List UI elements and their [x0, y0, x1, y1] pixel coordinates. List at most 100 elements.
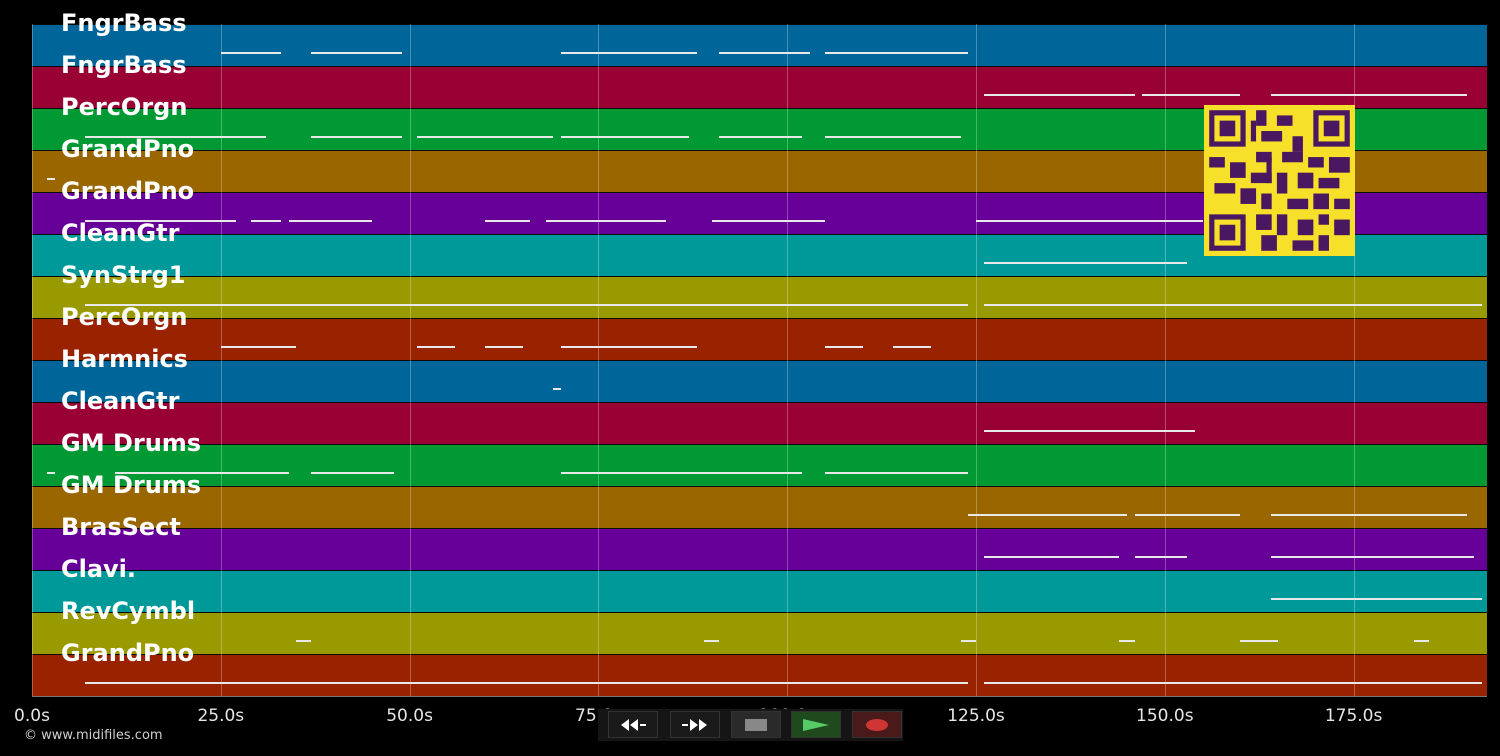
track-lane[interactable]: [32, 24, 1487, 66]
track-lane[interactable]: [32, 276, 1487, 318]
track-label: GrandPno: [61, 135, 195, 163]
note-segment: [296, 640, 312, 642]
track-label: BrasSect: [61, 513, 181, 541]
track-label: Clavi.: [61, 555, 137, 583]
track-lane[interactable]: [32, 570, 1487, 612]
play-icon: [803, 718, 829, 731]
note-segment: [1142, 94, 1241, 96]
note-segment: [968, 514, 984, 516]
note-segment: [417, 136, 554, 138]
copyright-text: © www.midifiles.com: [24, 728, 163, 743]
record-icon: [866, 718, 888, 731]
track-label: GM Drums: [61, 429, 202, 457]
note-segment: [485, 220, 531, 222]
note-segment: [47, 472, 55, 474]
play-button[interactable]: [791, 711, 841, 738]
note-segment: [84, 304, 969, 306]
note-segment: [251, 220, 282, 222]
note-segment: [485, 346, 523, 348]
note-segment: [1134, 556, 1188, 558]
stop-icon: [745, 718, 767, 731]
track-lane[interactable]: [32, 444, 1487, 486]
fast-forward-icon: [682, 718, 707, 731]
note-segment: [824, 472, 969, 474]
track-lane[interactable]: [32, 402, 1487, 444]
track-lane[interactable]: [32, 612, 1487, 654]
note-segment: [1134, 514, 1241, 516]
time-tick-label: 175.0s: [1324, 706, 1383, 726]
note-segment: [983, 262, 1188, 264]
note-segment: [553, 388, 561, 390]
note-segment: [983, 430, 1195, 432]
note-segment: [560, 136, 689, 138]
note-segment: [704, 640, 720, 642]
time-tick-label: 150.0s: [1136, 706, 1194, 726]
gridline: [1353, 24, 1355, 696]
track-lane[interactable]: [32, 360, 1487, 402]
note-segment: [115, 472, 289, 474]
rewind-icon: [621, 718, 646, 731]
note-segment: [560, 52, 697, 54]
note-segment: [824, 52, 969, 54]
gridline: [220, 24, 222, 696]
track-label: CleanGtr: [61, 219, 180, 247]
note-segment: [711, 220, 825, 222]
note-segment: [84, 682, 969, 684]
note-segment: [417, 346, 455, 348]
gridline: [976, 24, 977, 696]
time-tick-label: 125.0s: [947, 706, 1005, 726]
note-segment: [983, 556, 1120, 558]
note-segment: [220, 52, 282, 54]
note-segment: [1414, 640, 1430, 642]
track-label: FngrBass: [61, 9, 187, 37]
track-lane[interactable]: [32, 528, 1487, 570]
track-lane[interactable]: [32, 654, 1487, 696]
track-label: SynStrg1: [61, 261, 186, 289]
track-lane[interactable]: [32, 486, 1487, 528]
track-label: FngrBass: [61, 51, 187, 79]
note-segment: [1240, 640, 1279, 642]
note-segment: [560, 346, 697, 348]
track-label: RevCymbl: [61, 597, 196, 625]
time-tick-label: 0.0s: [14, 706, 50, 726]
track-label: PercOrgn: [61, 303, 188, 331]
note-segment: [220, 346, 297, 348]
track-label: GM Drums: [61, 471, 202, 499]
track-label: CleanGtr: [61, 387, 180, 415]
note-segment: [983, 682, 1482, 684]
note-segment: [719, 136, 803, 138]
track-label: GrandPno: [61, 177, 195, 205]
qr-code-image: [1204, 105, 1355, 256]
note-segment: [311, 52, 403, 54]
note-segment: [47, 178, 55, 180]
track-label: PercOrgn: [61, 93, 188, 121]
time-tick-label: 25.0s: [197, 706, 245, 726]
note-segment: [824, 136, 961, 138]
note-segment: [1119, 640, 1135, 642]
note-segment: [545, 220, 667, 222]
note-segment: [960, 640, 976, 642]
note-segment: [84, 136, 267, 138]
gridline: [409, 24, 411, 696]
stop-button[interactable]: [731, 711, 781, 738]
record-button[interactable]: [852, 711, 902, 738]
note-segment: [1270, 94, 1467, 96]
note-segment: [983, 94, 1135, 96]
note-segment: [976, 220, 1203, 222]
note-segment: [719, 52, 810, 54]
track-label: GrandPno: [61, 639, 195, 667]
track-lane[interactable]: [32, 66, 1487, 108]
rewind-button[interactable]: [608, 711, 658, 738]
track-lane[interactable]: [32, 318, 1487, 360]
note-segment: [311, 136, 403, 138]
note-segment: [983, 514, 1128, 516]
time-axis-line: [32, 696, 1487, 697]
note-segment: [560, 472, 803, 474]
note-segment: [983, 304, 1482, 306]
fast-forward-button[interactable]: [670, 711, 720, 738]
note-segment: [84, 220, 236, 222]
note-segment: [824, 346, 863, 348]
note-segment: [1270, 598, 1482, 600]
note-segment: [288, 220, 372, 222]
